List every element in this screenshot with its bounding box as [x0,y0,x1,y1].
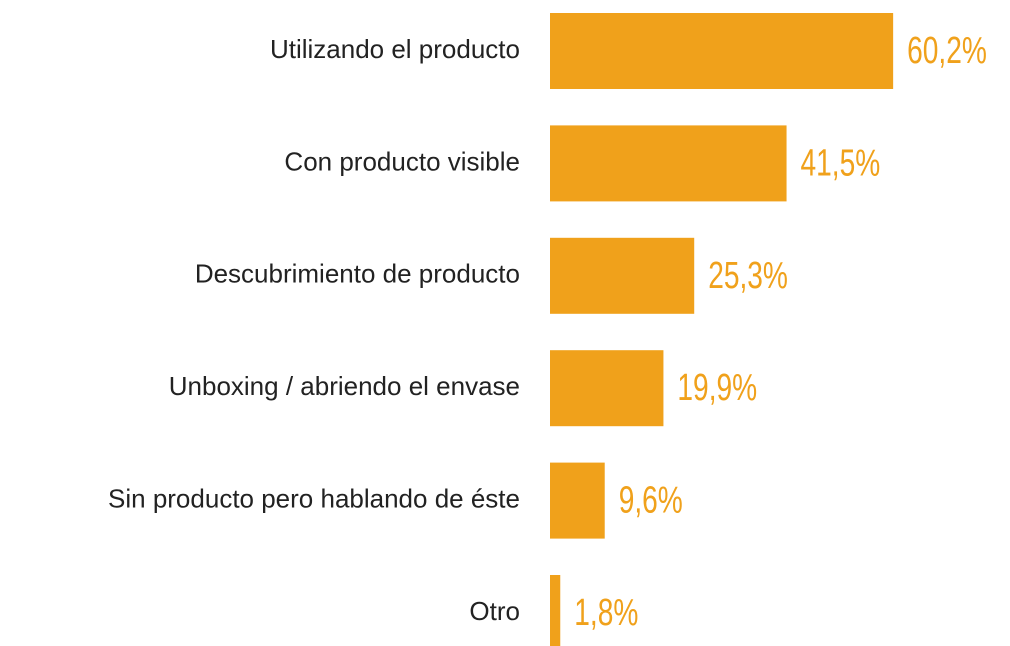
category-label: Descubrimiento de producto [195,259,520,289]
bar [550,350,664,427]
bar [550,237,695,314]
bar [550,462,605,539]
value-label: 19,9% [677,367,757,409]
category-label: Unboxing / abriendo el envase [169,371,520,401]
bar [550,125,787,202]
category-label: Otro [469,596,520,626]
value-label: 9,6% [619,480,683,522]
value-label: 1,8% [574,592,638,634]
value-label: 41,5% [801,142,881,184]
category-label: Con producto visible [284,146,520,176]
bar [550,13,894,89]
category-label: Utilizando el producto [270,34,520,64]
value-label: 25,3% [708,255,788,297]
bar [550,575,561,646]
value-label: 60,2% [907,30,987,72]
category-label: Sin producto pero hablando de éste [108,483,520,513]
